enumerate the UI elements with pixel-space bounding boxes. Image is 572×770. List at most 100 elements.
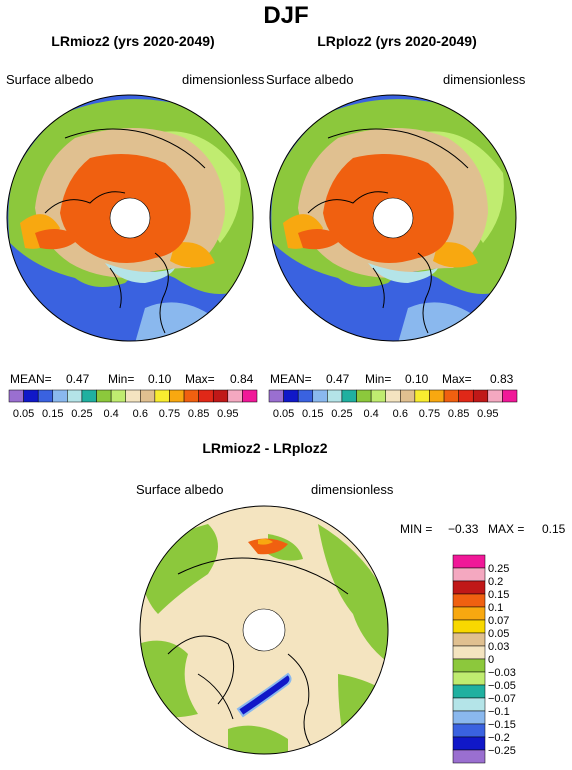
left-colorbar-swatch bbox=[212, 389, 229, 403]
left-panel-title: LRmioz2 (yrs 2020-2049) bbox=[51, 33, 215, 49]
left-colorbar-swatch bbox=[242, 389, 258, 403]
right-colorbar-swatch bbox=[400, 389, 416, 403]
left-colorbar-swatch bbox=[169, 389, 185, 403]
right-colorbar-swatch bbox=[327, 389, 343, 403]
diff-colorbar-swatch bbox=[452, 749, 486, 764]
diff-colorbar-swatch bbox=[452, 554, 486, 569]
right-colorbar-swatch bbox=[502, 389, 518, 403]
right-colorbar-tick-label: 0.75 bbox=[419, 408, 440, 420]
right-colorbar-swatch bbox=[414, 389, 430, 403]
right-colorbar-swatch bbox=[443, 389, 459, 403]
diff-colorbar-tick-label: −0.1 bbox=[488, 706, 510, 718]
diff-min-value: −0.33 bbox=[448, 522, 479, 536]
diff-colorbar-swatch bbox=[452, 658, 486, 673]
diff-colorbar-swatch bbox=[452, 710, 486, 725]
page-title: DJF bbox=[263, 2, 309, 29]
right-colorbar-swatch bbox=[429, 389, 445, 403]
diff-colorbar-tick-label: 0.03 bbox=[488, 641, 509, 653]
diff-colorbar-swatch bbox=[452, 736, 486, 751]
left-colorbar-swatch bbox=[81, 389, 97, 403]
diff-min-label: MIN = bbox=[400, 522, 433, 536]
diff-colorbar-swatch bbox=[452, 632, 486, 647]
left-mean-label: MEAN= bbox=[10, 372, 52, 386]
diff-units-label: dimensionless bbox=[311, 482, 394, 497]
left-colorbar-tick-label: 0.6 bbox=[133, 408, 148, 420]
left-colorbar-swatch bbox=[198, 389, 214, 403]
right-colorbar-tick-label: 0.05 bbox=[273, 408, 294, 420]
left-colorbar-tick-label: 0.25 bbox=[71, 408, 92, 420]
diff-colorbar-tick-label: −0.25 bbox=[488, 745, 516, 757]
right-min-label: Min= bbox=[365, 372, 392, 386]
left-colorbar-tick-label: 0.15 bbox=[42, 408, 63, 420]
left-min-label: Min= bbox=[108, 372, 135, 386]
right-colorbar-tick-label: 0.15 bbox=[302, 408, 323, 420]
right-colorbar: 0.05 0.15 0.25 0.4 0.6 0.75 0.85 0.95 bbox=[268, 389, 518, 420]
right-colorbar-swatch bbox=[283, 389, 299, 403]
diff-colorbar-tick-label: 0 bbox=[488, 654, 494, 666]
left-max-label: Max= bbox=[185, 372, 215, 386]
diff-variable-label: Surface albedo bbox=[136, 482, 224, 497]
diff-colorbar-tick-label: −0.05 bbox=[488, 680, 516, 692]
diff-colorbar-swatch bbox=[452, 606, 486, 621]
right-colorbar-swatch bbox=[297, 389, 314, 403]
left-colorbar-swatch bbox=[23, 389, 39, 403]
diff-colorbar-tick-label: −0.03 bbox=[488, 667, 516, 679]
right-min-value: 0.10 bbox=[405, 372, 429, 386]
right-colorbar-swatch bbox=[312, 389, 328, 403]
left-colorbar-tick-label: 0.85 bbox=[188, 408, 209, 420]
diff-colorbar-tick-label: 0.1 bbox=[488, 602, 503, 614]
diff-colorbar-tick-label: −0.07 bbox=[488, 693, 516, 705]
right-max-value: 0.83 bbox=[490, 372, 514, 386]
left-stats: MEAN= 0.47 Min= 0.10 Max= 0.84 bbox=[10, 372, 260, 388]
left-min-value: 0.10 bbox=[148, 372, 172, 386]
right-polar-map bbox=[269, 94, 517, 342]
right-colorbar-tick-label: 0.4 bbox=[363, 408, 378, 420]
left-colorbar-swatch bbox=[154, 389, 170, 403]
diff-colorbar-tick-label: 0.2 bbox=[488, 576, 503, 588]
diff-colorbar-tick-label: −0.2 bbox=[488, 732, 510, 744]
left-colorbar-swatch bbox=[67, 389, 83, 403]
diff-colorbar-tick-label: 0.25 bbox=[488, 563, 509, 575]
diff-colorbar-tick-label: −0.15 bbox=[488, 719, 516, 731]
right-colorbar-tick-label: 0.85 bbox=[448, 408, 469, 420]
right-colorbar-swatch bbox=[472, 389, 489, 403]
left-max-value: 0.84 bbox=[230, 372, 254, 386]
left-colorbar-swatch bbox=[183, 389, 199, 403]
diff-colorbar-swatch bbox=[452, 645, 486, 660]
diff-colorbar-swatch bbox=[452, 567, 486, 582]
left-colorbar-swatch bbox=[37, 389, 54, 403]
diff-colorbar-tick-label: 0.15 bbox=[488, 589, 509, 601]
left-polar-map bbox=[6, 94, 254, 342]
diff-colorbar-tick-label: 0.07 bbox=[488, 615, 509, 627]
diff-colorbar-swatch bbox=[452, 671, 486, 686]
right-colorbar-swatch bbox=[487, 389, 503, 403]
right-colorbar-swatch bbox=[370, 389, 386, 403]
left-colorbar-tick-label: 0.75 bbox=[159, 408, 180, 420]
left-colorbar-swatch bbox=[110, 389, 126, 403]
right-panel-title: LRploz2 (yrs 2020-2049) bbox=[317, 33, 477, 49]
left-colorbar-swatch bbox=[227, 389, 243, 403]
left-variable-label: Surface albedo bbox=[6, 72, 94, 87]
left-colorbar-swatch bbox=[52, 389, 68, 403]
right-colorbar-swatch bbox=[268, 389, 284, 403]
diff-max-value: 0.15 bbox=[542, 522, 566, 536]
diff-max-label: MAX = bbox=[488, 522, 525, 536]
right-colorbar-swatch bbox=[341, 389, 357, 403]
left-colorbar-swatch bbox=[140, 389, 156, 403]
diff-colorbar-swatch bbox=[452, 580, 486, 595]
diff-stats: MIN = −0.33 MAX = 0.15 bbox=[400, 522, 570, 538]
right-colorbar-swatch bbox=[385, 389, 401, 403]
right-stats: MEAN= 0.47 Min= 0.10 Max= 0.83 bbox=[270, 372, 520, 388]
diff-panel-title: LRmioz2 - LRploz2 bbox=[202, 440, 328, 456]
right-units-label: dimensionless bbox=[443, 72, 526, 87]
right-colorbar-tick-label: 0.6 bbox=[393, 408, 408, 420]
left-colorbar-tick-label: 0.05 bbox=[13, 408, 34, 420]
left-colorbar-swatch bbox=[125, 389, 141, 403]
left-units-label: dimensionless bbox=[182, 72, 265, 87]
right-colorbar-swatch bbox=[458, 389, 474, 403]
left-colorbar-tick-label: 0.4 bbox=[103, 408, 118, 420]
diff-colorbar-swatch bbox=[452, 723, 486, 738]
right-colorbar-swatch bbox=[356, 389, 372, 403]
right-colorbar-tick-label: 0.95 bbox=[477, 408, 498, 420]
right-colorbar-tick-label: 0.25 bbox=[331, 408, 352, 420]
